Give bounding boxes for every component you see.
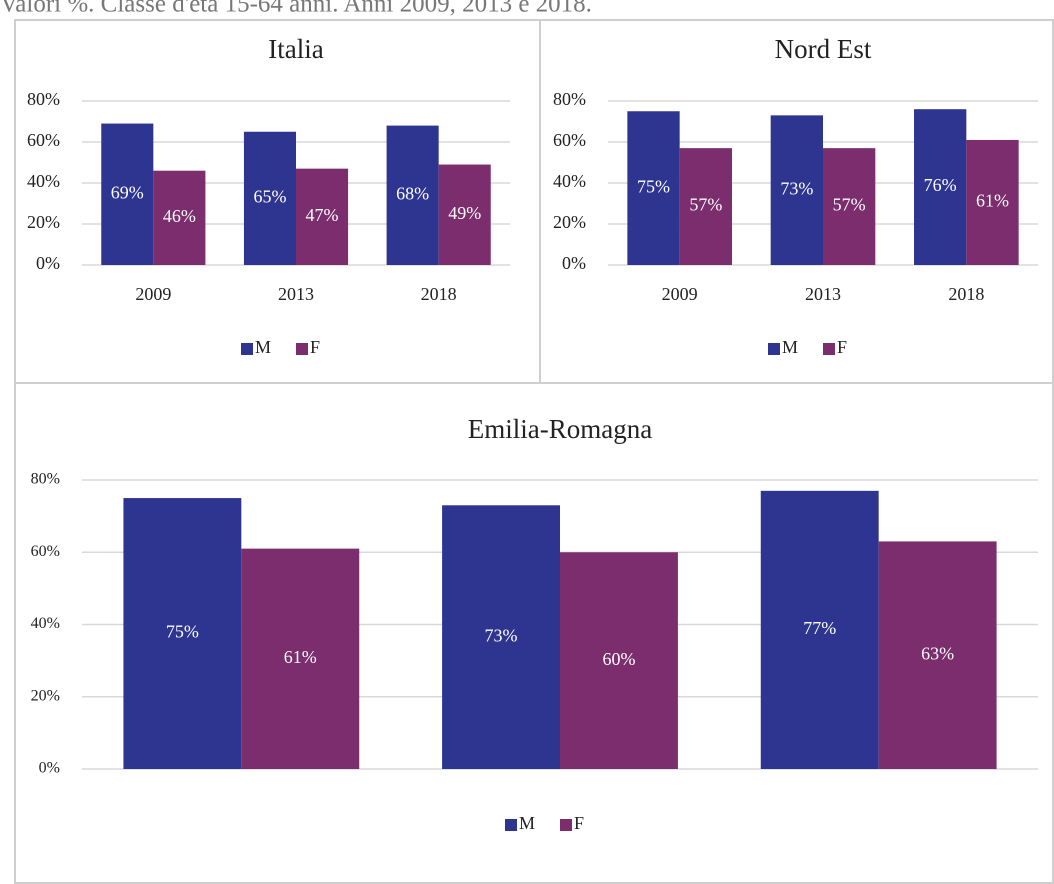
y-tick-label: 80% <box>553 89 586 109</box>
bar <box>914 109 967 265</box>
data-label: 73% <box>780 178 813 198</box>
data-label: 75% <box>637 176 670 196</box>
panel-border <box>14 382 1054 884</box>
y-tick-label: 0% <box>36 253 60 273</box>
x-tick-label: 2013 <box>278 284 314 304</box>
data-label: 77% <box>803 618 836 638</box>
y-tick-label: 20% <box>27 212 60 232</box>
data-label: 57% <box>833 195 866 215</box>
y-tick-label: 80% <box>27 89 60 109</box>
legend-swatch <box>241 343 253 355</box>
data-label: 68% <box>396 183 429 203</box>
data-label: 49% <box>448 203 481 223</box>
legend-label: F <box>310 337 320 357</box>
bar <box>560 552 678 769</box>
data-label: 60% <box>602 649 635 669</box>
legend-label: M <box>782 337 798 357</box>
bar <box>823 148 876 265</box>
bar <box>770 115 823 265</box>
x-tick-label: 2018 <box>421 284 457 304</box>
bar <box>243 131 296 265</box>
bar <box>760 490 879 769</box>
chart-title: Italia <box>268 34 323 64</box>
bar <box>966 139 1019 265</box>
y-tick-label: 40% <box>553 171 586 191</box>
legend-swatch <box>505 819 517 831</box>
y-tick-label: 0% <box>39 760 60 777</box>
y-tick-label: 60% <box>27 130 60 150</box>
bar <box>123 498 242 769</box>
y-tick-label: 20% <box>31 687 60 704</box>
legend-label: F <box>837 337 847 357</box>
legend-label: F <box>574 813 584 833</box>
bar <box>442 505 560 769</box>
data-label: 73% <box>485 625 518 645</box>
bar <box>296 168 349 265</box>
data-label: 46% <box>163 206 196 226</box>
y-tick-label: 40% <box>27 171 60 191</box>
chart-title: Nord Est <box>775 34 872 64</box>
legend-swatch <box>560 819 572 831</box>
y-tick-label: 0% <box>562 253 586 273</box>
bar <box>386 125 439 265</box>
legend-swatch <box>768 343 780 355</box>
y-tick-label: 20% <box>553 212 586 232</box>
x-tick-label: 2018 <box>948 284 984 304</box>
bar <box>241 548 360 769</box>
y-tick-label: 60% <box>553 130 586 150</box>
legend-label: M <box>519 813 535 833</box>
x-tick-label: 2013 <box>805 284 841 304</box>
data-label: 65% <box>253 187 286 207</box>
data-label: 63% <box>921 643 954 663</box>
bar <box>627 111 680 265</box>
data-label: 76% <box>924 175 957 195</box>
legend-label: M <box>255 337 271 357</box>
bar <box>101 123 154 265</box>
y-tick-label: 80% <box>31 471 60 488</box>
bar <box>438 164 491 265</box>
bar <box>153 170 206 265</box>
data-label: 61% <box>284 647 317 667</box>
legend-swatch <box>296 343 308 355</box>
data-label: 75% <box>166 622 199 642</box>
data-label: 47% <box>306 205 339 225</box>
chart-title: Emilia-Romagna <box>468 414 652 444</box>
data-label: 61% <box>976 191 1009 211</box>
data-label: 69% <box>111 182 144 202</box>
data-label: 57% <box>689 195 722 215</box>
bar <box>679 148 732 265</box>
legend-swatch <box>823 343 835 355</box>
bar <box>878 541 997 769</box>
x-tick-label: 2009 <box>662 284 698 304</box>
x-tick-label: 2009 <box>135 284 171 304</box>
header-text: Valori %. Classe d'età 15-64 anni. Anni … <box>0 0 592 18</box>
y-tick-label: 40% <box>31 615 60 632</box>
y-tick-label: 60% <box>31 543 60 560</box>
